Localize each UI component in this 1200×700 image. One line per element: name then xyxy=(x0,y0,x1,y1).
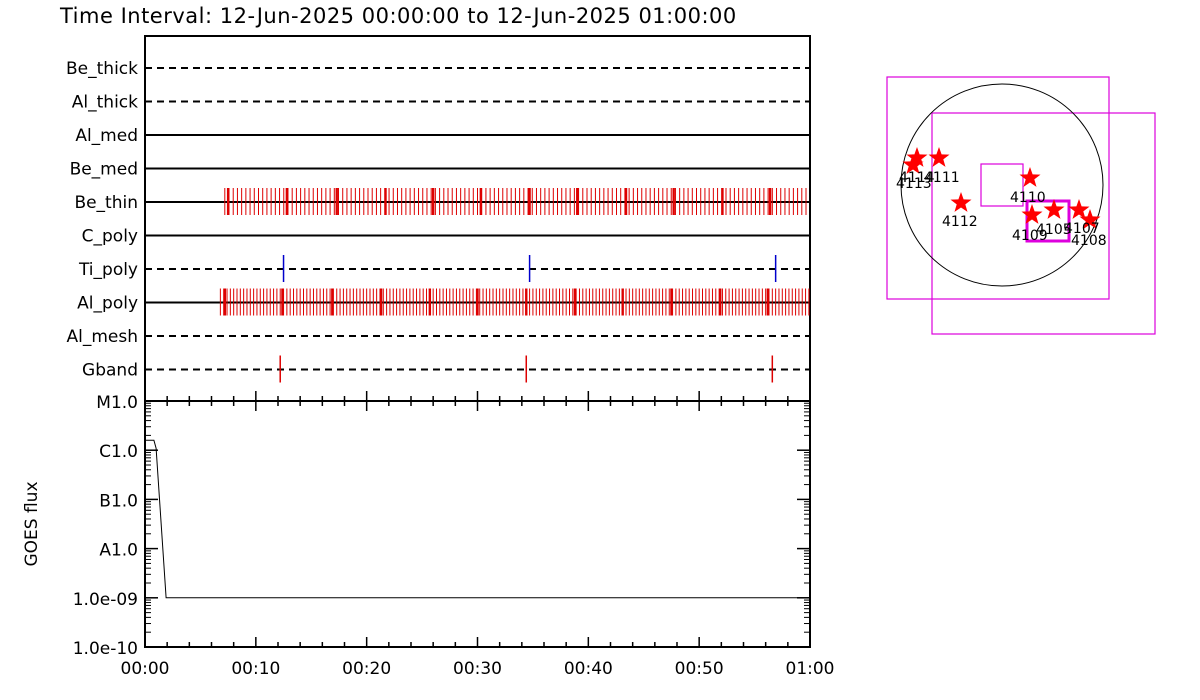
row-label: Al_thick xyxy=(72,93,138,113)
timeline-row-Be_med: Be_med xyxy=(70,160,810,180)
timeline-row-Al_poly: Al_poly xyxy=(77,288,810,316)
ar-label-4108: 4108 xyxy=(1071,233,1107,249)
timeline-row-Ti_poly: Ti_poly xyxy=(78,255,810,282)
ar-label-4113: 4113 xyxy=(896,176,932,192)
goes-axis-ticks xyxy=(144,391,811,648)
timeline-row-Al_thick: Al_thick xyxy=(72,93,810,113)
solar-limb xyxy=(900,83,1104,287)
active-region-stars xyxy=(902,147,1101,229)
active-region-star xyxy=(1043,199,1065,219)
row-label: C_poly xyxy=(82,227,138,247)
timeline-frame xyxy=(144,35,811,402)
row-label: Al_poly xyxy=(77,294,138,314)
x-tick-label: 00:30 xyxy=(453,659,502,679)
active-region-star xyxy=(1019,167,1041,187)
timeline-row-Al_med: Al_med xyxy=(75,126,810,146)
timeline-rows: Be_thick Al_thick Al_med Be_med Be_thin C_pol… xyxy=(66,59,810,383)
ar-label-4105: 4105 xyxy=(1036,222,1072,238)
x-tick-label: 00:00 xyxy=(121,659,170,679)
fov-box-large-1 xyxy=(886,76,1110,300)
row-label: Al_mesh xyxy=(66,327,138,347)
active-region-star xyxy=(1068,199,1090,219)
row-label: Be_thick xyxy=(66,59,138,79)
timeline-row-Al_mesh: Al_mesh xyxy=(66,327,810,347)
row-label: Al_med xyxy=(75,126,138,146)
filter-timeline-panel: Be_thick Al_thick Al_med Be_med Be_thin C_pol… xyxy=(66,35,811,402)
timeline-row-Be_thick: Be_thick xyxy=(66,59,810,79)
goes-y-axis-label: GOES flux xyxy=(22,481,42,566)
row-label: Ti_poly xyxy=(78,260,138,280)
ar-label-4110: 4110 xyxy=(1010,190,1046,206)
timeline-row-Gband: Gband xyxy=(82,355,810,383)
y-tick-label: 1.0e-10 xyxy=(73,639,138,659)
x-tick-label: 00:20 xyxy=(342,659,391,679)
fov-box-large-2 xyxy=(931,112,1156,335)
active-region-star xyxy=(928,147,950,167)
goes-frame xyxy=(144,400,811,648)
active-region-star xyxy=(902,154,924,174)
timeline-row-C_poly: C_poly xyxy=(82,227,810,247)
goes-flux-panel: M1.0 C1.0 B1.0 A1.0 1.0e-09 1.0e-10 00:00 00:1… xyxy=(22,391,835,679)
row-label: Gband xyxy=(82,361,138,381)
x-tick-label: 00:40 xyxy=(564,659,613,679)
y-tick-label: A1.0 xyxy=(99,541,138,561)
goes-flux-series-line xyxy=(145,439,810,599)
x-tick-label: 00:10 xyxy=(231,659,280,679)
fov-box-small xyxy=(980,163,1024,207)
y-tick-label: C1.0 xyxy=(99,442,138,462)
timeline-row-Be_thin: Be_thin xyxy=(74,188,810,215)
row-label: Be_thin xyxy=(74,193,138,213)
chart-title: Time Interval: 12-Jun-2025 00:00:00 to 1… xyxy=(59,4,737,28)
ar-label-4109: 4109 xyxy=(1012,228,1048,244)
x-tick-labels: 00:00 00:10 00:20 00:30 00:40 00:50 01:00 xyxy=(121,659,835,679)
x-tick-label: 00:50 xyxy=(675,659,724,679)
active-region-star xyxy=(1079,209,1101,229)
active-region-star xyxy=(906,147,928,167)
active-region-star xyxy=(1021,204,1043,224)
solar-disk-map: 4113 4114 4111 4112 4110 4109 4105 4107 … xyxy=(886,76,1156,335)
y-tick-label: B1.0 xyxy=(99,491,138,511)
ar-label-4111: 4111 xyxy=(924,170,960,186)
active-region-star xyxy=(950,192,972,212)
ar-label-4107: 4107 xyxy=(1064,221,1100,237)
row-label: Be_med xyxy=(70,160,138,180)
x-tick-label: 01:00 xyxy=(786,659,835,679)
goes-y-tick-labels: M1.0 C1.0 B1.0 A1.0 1.0e-09 1.0e-10 xyxy=(73,393,138,659)
ar-label-4112: 4112 xyxy=(942,214,978,230)
y-tick-label: M1.0 xyxy=(96,393,138,413)
ar-label-4114: 4114 xyxy=(899,170,935,186)
y-tick-label: 1.0e-09 xyxy=(73,590,138,610)
